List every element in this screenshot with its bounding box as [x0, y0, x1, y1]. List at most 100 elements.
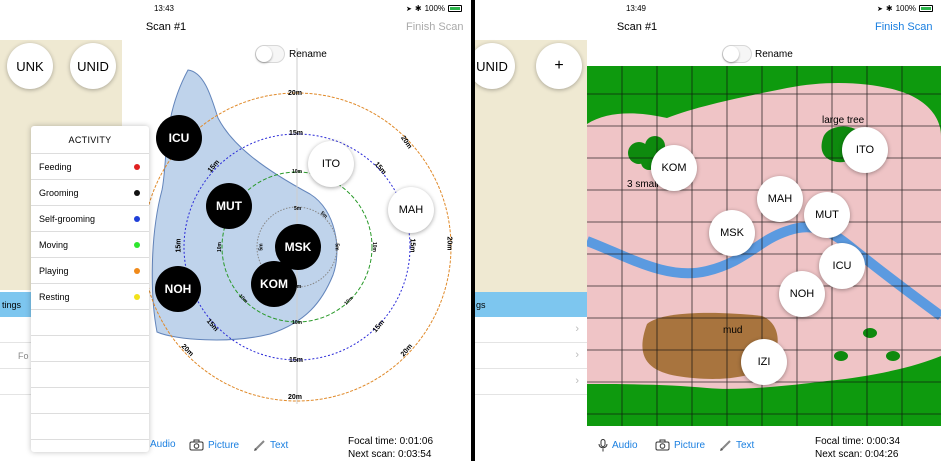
- pencil-icon: [720, 440, 731, 451]
- right-screen: 13:49 ➤ ✱ 100% Scan #1 Finish Scan gs › …: [475, 0, 941, 461]
- text-label: Text: [270, 439, 289, 451]
- nav-bar: Scan #1 Finish Scan: [0, 16, 471, 40]
- bluetooth-icon: ✱: [414, 4, 422, 13]
- color-dot-icon: [134, 190, 140, 196]
- finish-scan-button[interactable]: Finish Scan: [406, 21, 464, 33]
- microphone-icon: [598, 439, 608, 452]
- chevron-right-icon: ›: [575, 323, 579, 335]
- individual-mah[interactable]: MAH: [757, 176, 803, 222]
- left-screen: 13:43 ➤ ✱ 100% Scan #1 Finish Scan tings…: [0, 0, 471, 461]
- screen-divider: [471, 0, 475, 461]
- individual-msk[interactable]: MSK: [709, 210, 755, 256]
- picture-label: Picture: [208, 439, 240, 451]
- activity-resting[interactable]: Resting: [31, 284, 149, 310]
- individual-icu[interactable]: ICU: [819, 243, 865, 289]
- activity-moving[interactable]: Moving: [31, 232, 149, 258]
- battery-percent: 100%: [424, 4, 446, 13]
- color-dot-icon: [134, 268, 140, 274]
- activity-grooming[interactable]: Grooming: [31, 180, 149, 206]
- ring-5m-label: 5m: [294, 206, 302, 212]
- color-dot-icon: [134, 216, 140, 222]
- empty-row: [31, 336, 149, 362]
- sidebar-row[interactable]: Fo: [0, 343, 40, 369]
- map-bush: [834, 351, 848, 361]
- individual-icu[interactable]: ICU: [156, 115, 202, 161]
- audio-label: Audio: [612, 440, 638, 451]
- activity-popover: ACTIVITY Feeding Grooming Self-grooming …: [31, 126, 149, 452]
- mud-label: mud: [723, 325, 743, 336]
- rename-label: Rename: [289, 49, 327, 60]
- activity-label: Self-grooming: [39, 214, 96, 224]
- ring-10m-label: 10m: [292, 169, 303, 175]
- status-bar: 13:43 ➤ ✱ 100%: [0, 0, 471, 16]
- activity-feeding[interactable]: Feeding: [31, 154, 149, 180]
- sidebar-row[interactable]: [0, 317, 40, 343]
- focal-time: Focal time: 0:01:06: [348, 436, 434, 447]
- ring-20m-label: 20m: [445, 236, 453, 251]
- picture-button[interactable]: Picture: [655, 439, 705, 451]
- text-button[interactable]: Text: [253, 439, 288, 451]
- color-dot-icon: [134, 164, 140, 170]
- ring-10m: [221, 171, 373, 323]
- activity-label: Grooming: [39, 188, 79, 198]
- activity-label: Moving: [39, 240, 69, 250]
- picture-button[interactable]: Picture: [189, 439, 239, 451]
- bottom-toolbar: Audio Picture Text Focal time: 0:01:06 N…: [0, 429, 471, 461]
- add-individual-button[interactable]: +: [536, 43, 582, 89]
- individual-kom[interactable]: KOM: [651, 145, 697, 191]
- individual-noh[interactable]: NOH: [155, 266, 201, 312]
- sidebar-row[interactable]: ›: [475, 317, 587, 343]
- ring-5m-label: 5m: [258, 243, 265, 251]
- status-bar: 13:49 ➤ ✱ 100%: [475, 0, 941, 16]
- ring-5m-label: 5m: [294, 284, 302, 290]
- individual-mut[interactable]: MUT: [206, 183, 252, 229]
- unid-button[interactable]: UNID: [475, 43, 515, 89]
- ring-15m-label: 15m: [408, 238, 416, 253]
- individual-mah[interactable]: MAH: [388, 187, 434, 233]
- audio-button[interactable]: Audio: [150, 439, 176, 450]
- large-tree-label: large tree: [822, 115, 865, 126]
- sidebar-header-label: tings: [2, 300, 22, 310]
- focal-time: Focal time: 0:00:34: [815, 436, 901, 447]
- ring-5m: [256, 206, 338, 288]
- color-dot-icon: [134, 242, 140, 248]
- empty-row: [31, 310, 149, 336]
- activity-label: Feeding: [39, 162, 72, 172]
- pencil-icon: [254, 440, 265, 451]
- text-button[interactable]: Text: [719, 439, 754, 451]
- activity-self-grooming[interactable]: Self-grooming: [31, 206, 149, 232]
- individual-ito[interactable]: ITO: [842, 127, 888, 173]
- activity-playing[interactable]: Playing: [31, 258, 149, 284]
- sidebar-row[interactable]: ›: [475, 369, 587, 395]
- ring-10m-label: 10m: [371, 241, 378, 253]
- text-label: Text: [736, 439, 755, 451]
- individual-noh[interactable]: NOH: [779, 271, 825, 317]
- unk-button[interactable]: UNK: [7, 43, 53, 89]
- bluetooth-icon: ✱: [885, 4, 893, 13]
- activity-title: ACTIVITY: [31, 126, 149, 154]
- camera-icon: [189, 439, 204, 451]
- unid-button[interactable]: UNID: [70, 43, 116, 89]
- small-trees-label: 3 small trees: [627, 179, 684, 190]
- individual-ito[interactable]: ITO: [308, 141, 354, 187]
- individual-mut[interactable]: MUT: [804, 192, 850, 238]
- activity-label: Playing: [39, 266, 69, 276]
- activity-label: Resting: [39, 292, 70, 302]
- sidebar-row[interactable]: ›: [475, 343, 587, 369]
- sidebar-row[interactable]: [0, 369, 40, 395]
- individual-kom[interactable]: KOM: [251, 261, 297, 307]
- chevron-right-icon: ›: [575, 349, 579, 361]
- bottom-toolbar: Audio Picture Text Focal time: 0:00:34 N…: [475, 429, 941, 461]
- finish-scan-button[interactable]: Finish Scan: [875, 21, 933, 33]
- individual-izi[interactable]: IZI: [741, 339, 787, 385]
- rename-label: Rename: [755, 49, 793, 60]
- audio-label: Audio: [150, 439, 176, 450]
- ring-15m-label: 15m: [289, 357, 304, 364]
- ring-15m-label: 15m: [175, 238, 183, 253]
- battery-icon: [919, 5, 934, 12]
- rename-toggle[interactable]: [722, 45, 752, 63]
- audio-button[interactable]: Audio: [598, 439, 638, 452]
- rename-toggle[interactable]: [255, 45, 285, 63]
- sidebar-row-label: Fo: [18, 351, 29, 361]
- sidebar-header-label: gs: [476, 300, 486, 310]
